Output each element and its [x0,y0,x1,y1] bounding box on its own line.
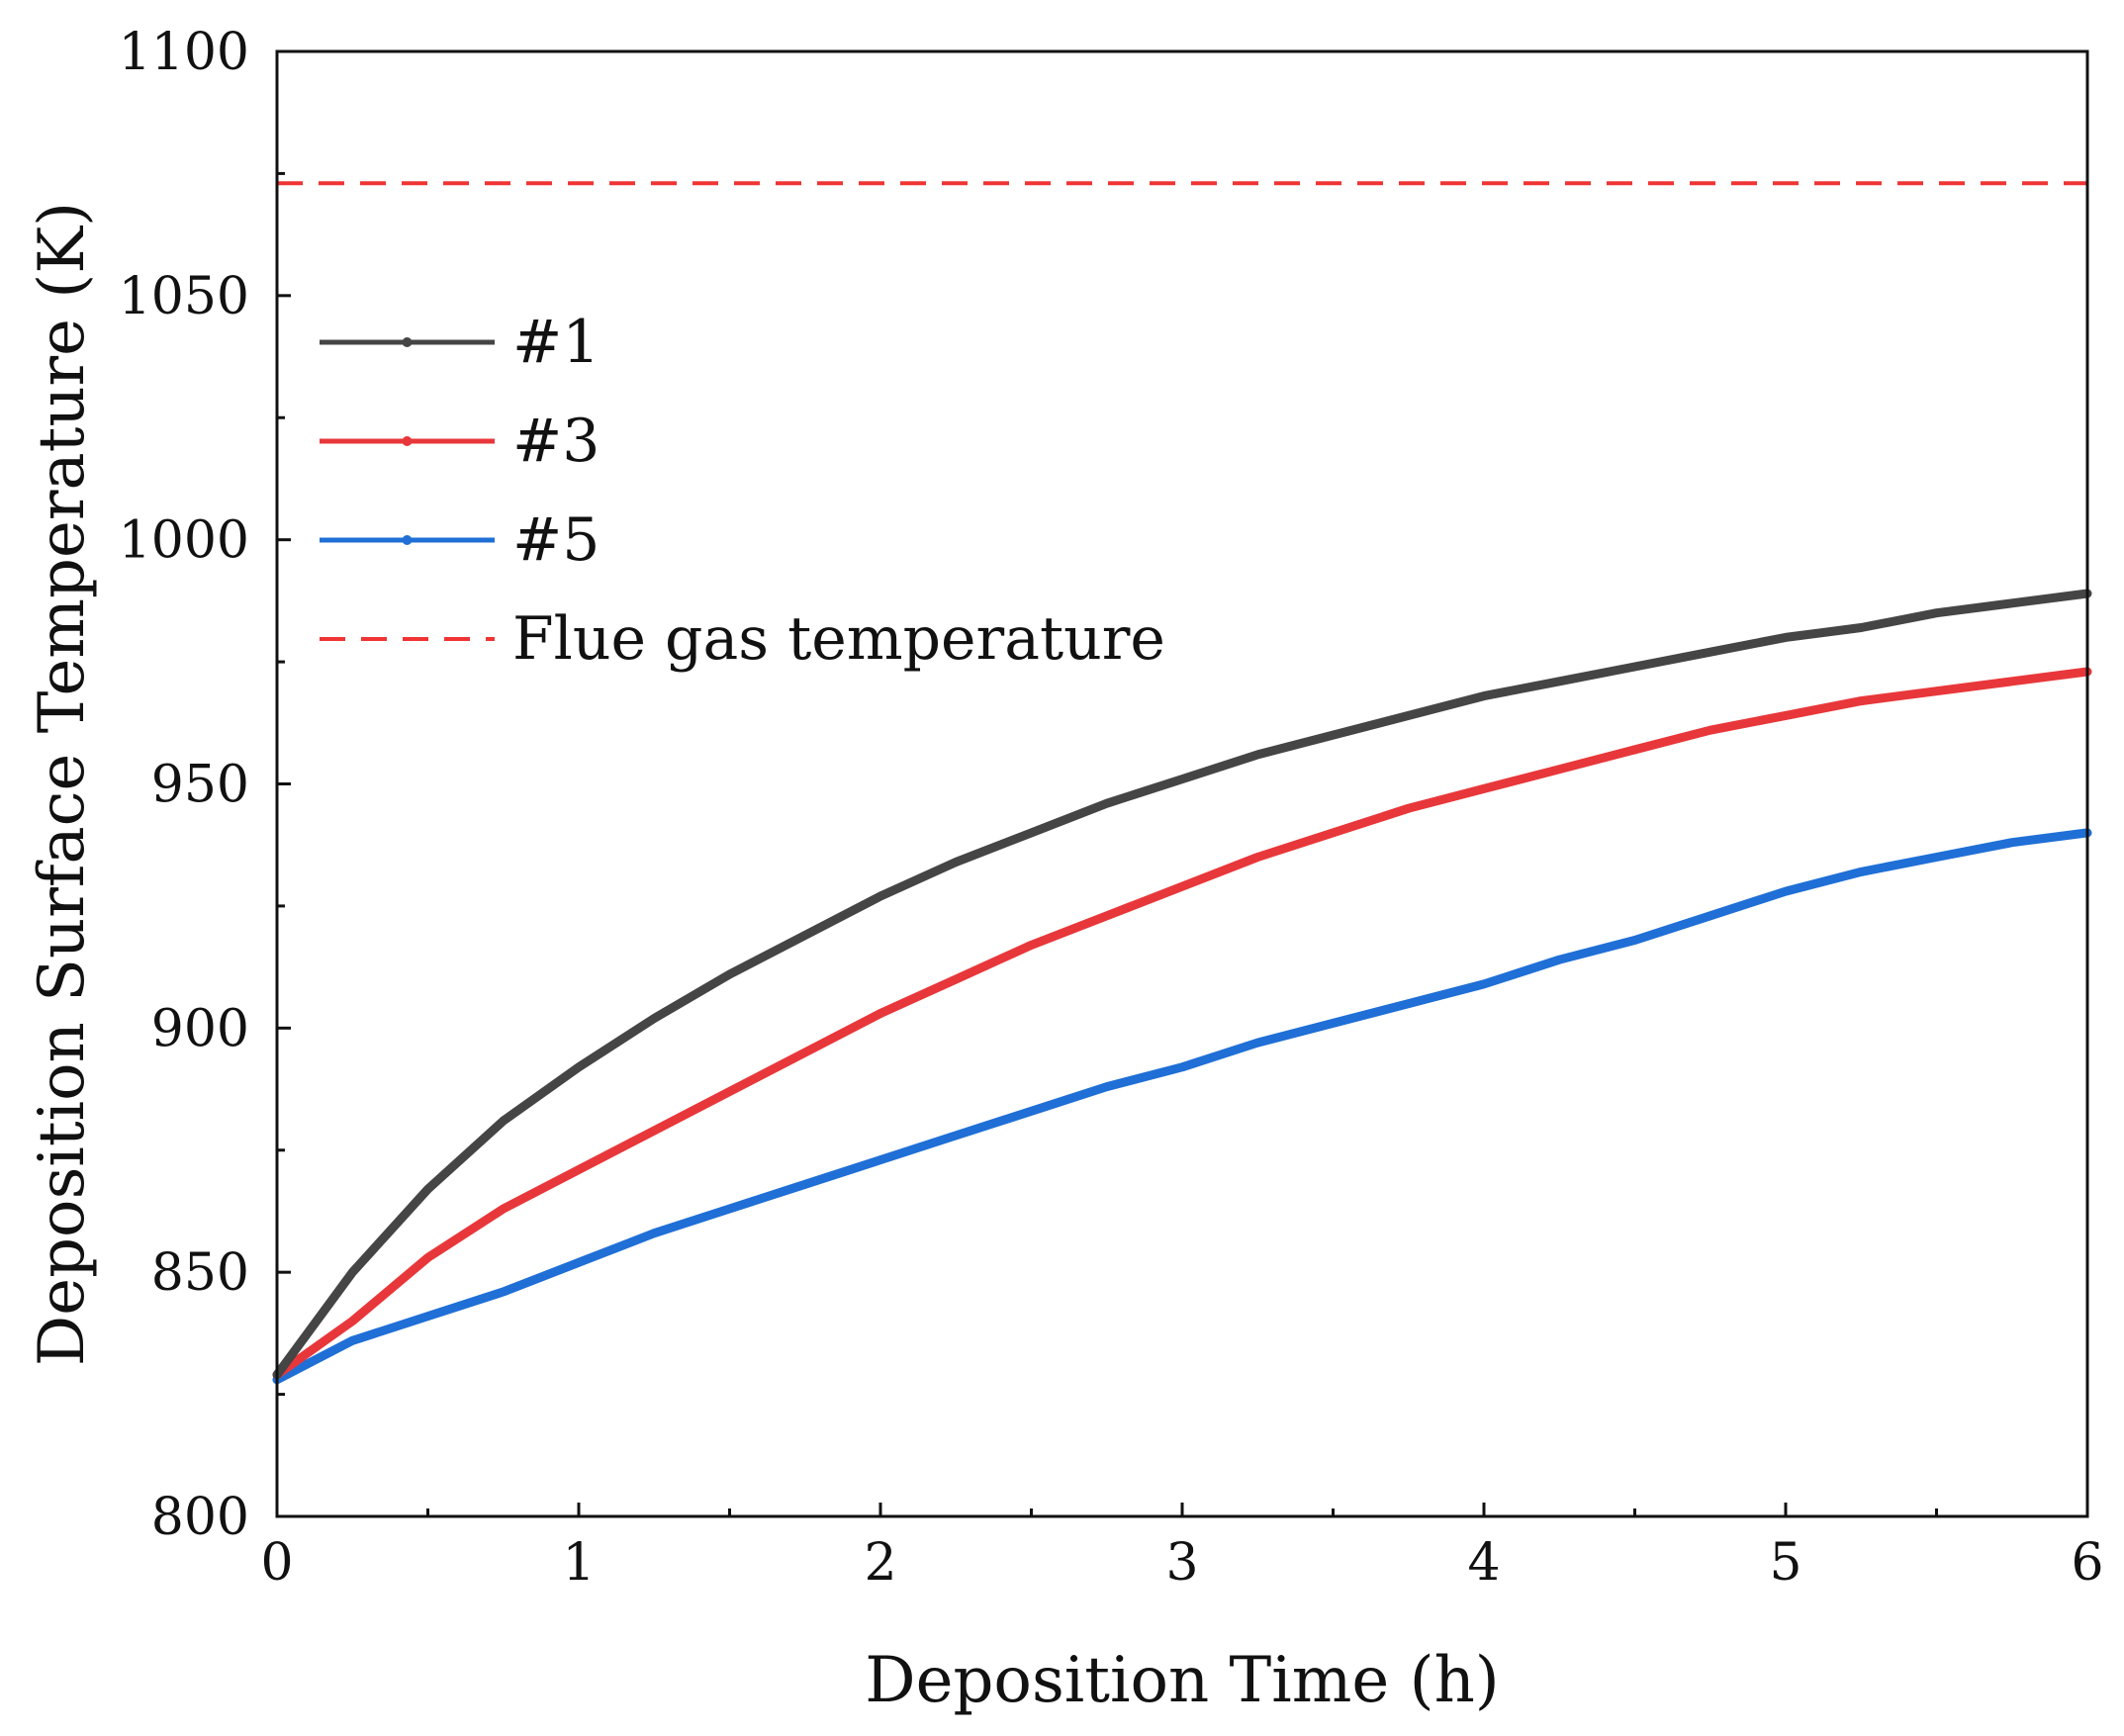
y-tick-label: 1000 [119,511,249,571]
x-tick-label: 2 [864,1533,896,1593]
series-line-2 [272,667,2092,1380]
y-tick-label: 900 [151,999,249,1058]
legend-label: #3 [512,407,600,476]
x-tick-label: 4 [1467,1533,1500,1593]
y-tick-label: 850 [151,1243,249,1303]
series-line-3 [272,828,2092,1385]
y-tick-label: 950 [151,756,249,815]
y-tick-label: 1100 [119,23,249,82]
y-tick-label: 800 [151,1488,249,1547]
x-tick-label: 6 [2071,1533,2103,1593]
x-tick-label: 3 [1165,1533,1198,1593]
x-axis-title: Deposition Time (h) [865,1644,1500,1717]
series-line-1 [272,589,2092,1380]
x-tick-label: 0 [260,1533,293,1593]
legend-label: #5 [512,505,600,575]
legend-label: Flue gas temperature [512,604,1165,674]
legend-label: #1 [512,308,600,377]
legend: #1 #3 #5 Flue gas temperature [320,308,1165,674]
y-tick-label: 1050 [119,267,249,326]
x-tick-label: 5 [1769,1533,1801,1593]
y-axis-title: Deposition Surface Temperature (K) [26,202,99,1366]
ticks-layer: 0 1 2 3 4 5 6 800 850 900 950 1000 1050 1100 [119,23,2104,1593]
legend-marker [402,436,413,446]
legend-marker [402,337,413,347]
series-layer [272,181,2092,1385]
x-tick-label: 1 [562,1533,595,1593]
legend-marker [402,535,413,545]
